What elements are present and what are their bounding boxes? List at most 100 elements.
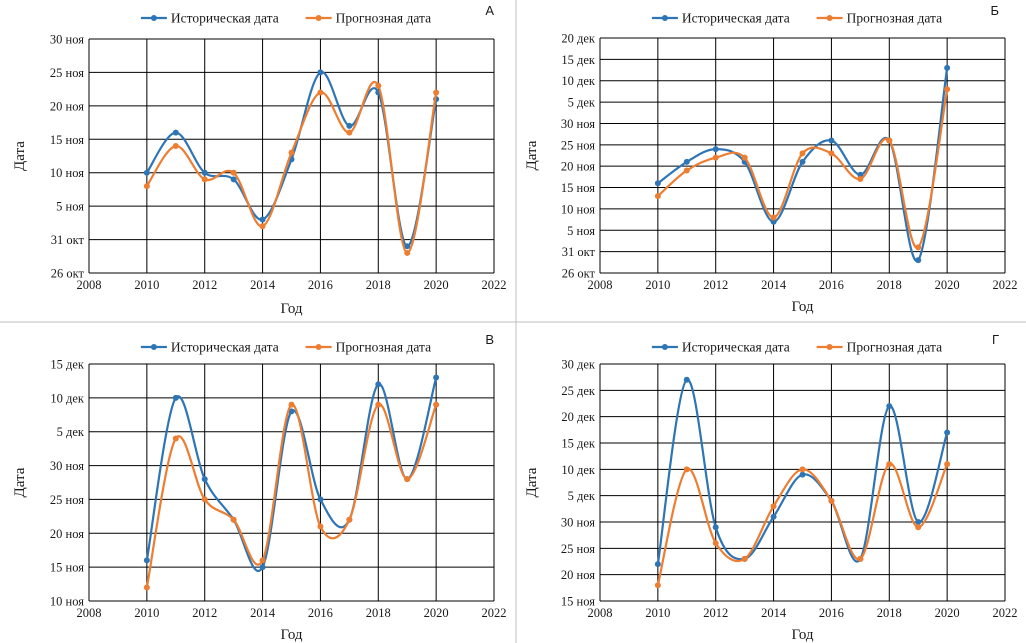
x-tick-label: 2010 <box>134 606 159 620</box>
data-point <box>712 540 719 547</box>
x-tick-label: 2014 <box>250 606 276 620</box>
data-point <box>770 513 777 520</box>
x-axis-title: Год <box>791 627 813 643</box>
data-point <box>770 214 777 221</box>
data-point <box>799 150 806 157</box>
y-tick-label: 5 дек <box>568 96 596 110</box>
data-point <box>288 408 295 415</box>
data-point <box>375 381 382 388</box>
x-tick-label: 2008 <box>77 278 102 292</box>
data-point <box>433 89 440 96</box>
data-point <box>944 64 951 71</box>
y-tick-label: 10 ноя <box>50 166 84 180</box>
y-tick-label: 31 окт <box>562 245 596 259</box>
y-tick-label: 10 ноя <box>561 202 595 216</box>
data-point <box>799 158 806 165</box>
series-line <box>145 81 438 255</box>
x-tick-label: 2014 <box>761 278 787 292</box>
data-point <box>857 555 864 562</box>
data-point <box>201 176 208 183</box>
x-tick-label: 2022 <box>993 606 1018 620</box>
data-point <box>654 193 661 200</box>
data-point <box>172 435 179 442</box>
chart-panel-3: 10 ноя 15 ноя 20 ноя 25 ноя 30 ноя 5 дек 10 де… <box>12 332 507 643</box>
y-tick-label: 30 дек <box>561 358 596 372</box>
x-tick-label: 2020 <box>424 606 449 620</box>
y-tick-label: 15 ноя <box>50 133 84 147</box>
data-point <box>944 86 951 93</box>
chart-panel-1: 26 окт 31 окт 5 ноя 10 ноя 15 ноя 20 ноя 25 но… <box>12 3 507 317</box>
y-tick-label: 25 ноя <box>50 493 84 507</box>
legend-swatch-marker <box>826 15 833 21</box>
data-point <box>683 466 690 473</box>
y-tick-label: 15 дек <box>50 358 85 372</box>
x-axis-title: Год <box>280 301 302 317</box>
x-tick-label: 2008 <box>77 606 102 620</box>
data-point <box>143 169 150 176</box>
data-point <box>259 216 266 223</box>
y-tick-label: 15 ноя <box>50 561 84 575</box>
data-point <box>404 476 411 483</box>
data-point <box>404 249 411 256</box>
data-point <box>230 169 237 176</box>
y-tick-label: 30 ноя <box>50 459 84 473</box>
legend-swatch-marker <box>315 15 322 21</box>
data-point <box>346 516 353 523</box>
x-tick-label: 2010 <box>645 606 670 620</box>
data-point <box>886 403 893 410</box>
y-axis-title: Дата <box>12 467 28 497</box>
panel-label: А <box>485 3 494 18</box>
x-tick-label: 2010 <box>645 278 670 292</box>
data-point <box>317 69 324 76</box>
x-tick-label: 2008 <box>588 606 613 620</box>
data-point <box>857 176 864 182</box>
y-axis-title: Дата <box>524 140 540 170</box>
x-tick-label: 2022 <box>482 606 507 620</box>
legend-swatch-marker <box>661 344 668 350</box>
x-tick-label: 2016 <box>819 606 844 620</box>
x-tick-label: 2020 <box>935 278 960 292</box>
data-point <box>683 376 690 383</box>
panel-label: Г <box>992 332 999 347</box>
y-tick-label: 26 окт <box>51 267 85 281</box>
data-point <box>172 129 179 136</box>
data-point <box>201 476 208 483</box>
data-point <box>201 496 208 503</box>
data-point <box>375 401 382 408</box>
data-point <box>172 142 179 149</box>
legend-swatch-marker <box>315 344 322 350</box>
data-point <box>799 466 806 473</box>
data-point <box>317 496 324 503</box>
data-point <box>317 89 324 96</box>
y-tick-label: 15 ноя <box>561 595 595 609</box>
data-point <box>288 401 295 408</box>
data-point <box>683 158 690 165</box>
y-tick-label: 10 дек <box>561 463 596 477</box>
x-tick-label: 2018 <box>877 278 902 292</box>
x-tick-label: 2022 <box>993 278 1018 292</box>
y-tick-label: 20 ноя <box>561 568 595 582</box>
x-tick-label: 2012 <box>192 278 217 292</box>
legend-swatch-marker <box>826 344 833 350</box>
y-tick-label: 31 окт <box>51 233 85 247</box>
data-point <box>201 169 208 176</box>
data-point <box>799 471 806 478</box>
y-tick-label: 5 ноя <box>56 200 84 214</box>
y-tick-label: 30 ноя <box>561 117 595 131</box>
data-point <box>944 461 951 468</box>
legend-label: Историческая дата <box>171 11 279 26</box>
y-tick-label: 26 окт <box>562 267 596 281</box>
data-point <box>770 218 777 225</box>
data-point <box>712 146 719 153</box>
x-tick-label: 2012 <box>703 606 728 620</box>
data-point <box>259 564 266 571</box>
data-point <box>433 401 440 408</box>
data-point <box>172 394 179 401</box>
y-tick-label: 5 дек <box>568 489 596 503</box>
x-tick-label: 2022 <box>482 278 507 292</box>
y-tick-label: 10 дек <box>50 391 85 405</box>
legend-swatch-marker <box>150 15 157 21</box>
data-point <box>828 137 835 144</box>
legend-swatch-marker <box>661 15 668 21</box>
data-point <box>375 82 382 89</box>
